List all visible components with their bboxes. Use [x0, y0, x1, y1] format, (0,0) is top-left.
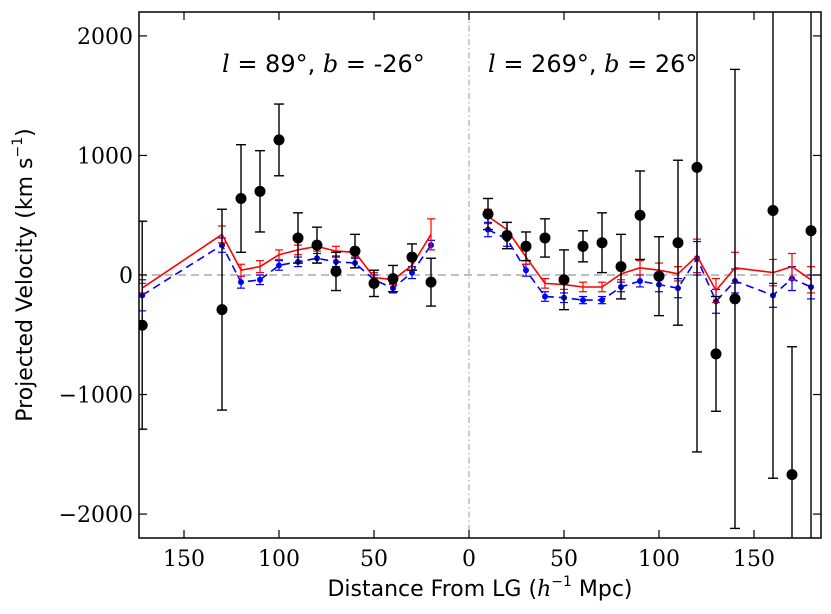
y-tick-label: −2000 [59, 503, 133, 528]
observed-point [672, 237, 684, 249]
observed-point [558, 274, 570, 286]
observed-point [577, 240, 589, 252]
x-tick-label: 100 [638, 547, 680, 572]
observed-point [139, 319, 148, 331]
observed-point [710, 348, 722, 360]
observed-point [729, 293, 741, 305]
blue-model-point [238, 279, 244, 286]
x-tick-label: 0 [462, 547, 476, 572]
observed-point [634, 209, 646, 221]
x-tick-label: 100 [258, 547, 300, 572]
observed-point [691, 161, 703, 173]
y-tick-label: 1000 [77, 144, 133, 169]
red-model-line-right [487, 215, 812, 292]
observed-point [482, 208, 494, 220]
observed-point [767, 204, 779, 216]
blue-model-point [599, 297, 605, 304]
blue-model-point [542, 293, 548, 300]
observed-point [501, 230, 513, 242]
observed-point [216, 304, 228, 316]
observed-point [235, 192, 247, 204]
observed-point [615, 261, 627, 273]
observed-point [349, 245, 361, 257]
observed-point [254, 185, 266, 197]
blue-model-line-right [487, 228, 812, 303]
observed-point [330, 265, 342, 277]
observed-point [539, 232, 551, 244]
observed-point [368, 277, 380, 289]
observed-point [425, 276, 437, 288]
observed-point [596, 237, 608, 249]
x-tick-label: 150 [163, 547, 205, 572]
annotation-left-panel: l = 89°, b = -26° [222, 50, 425, 78]
observed-point [805, 225, 817, 237]
y-tick-label: −1000 [59, 384, 133, 409]
observed-point [292, 232, 304, 244]
x-tick-label: 150 [733, 547, 775, 572]
red-model-line-left [141, 233, 432, 289]
blue-model-point [257, 276, 263, 283]
observed-point [406, 251, 418, 263]
y-axis-title: Projected Velocity (km s−1) [10, 128, 38, 422]
observed-point [387, 273, 399, 285]
x-tick-label: 50 [360, 547, 388, 572]
x-axis-title: Distance From LG (h−1 Mpc) [327, 574, 632, 602]
y-tick-label: 0 [119, 264, 133, 289]
y-tick-label: 2000 [77, 25, 133, 50]
observed-point [653, 270, 665, 282]
blue-model-point [523, 267, 529, 274]
blue-model-point [637, 277, 643, 284]
blue-model-point [276, 262, 282, 269]
blue-model-point [409, 269, 415, 276]
x-tick-label: 50 [550, 547, 578, 572]
blue-model-point [580, 297, 586, 304]
observed-point [520, 240, 532, 252]
annotation-right-panel: l = 269°, b = 26° [488, 50, 697, 78]
observed-point [786, 469, 798, 481]
observed-point [273, 134, 285, 146]
observed-point [311, 239, 323, 251]
